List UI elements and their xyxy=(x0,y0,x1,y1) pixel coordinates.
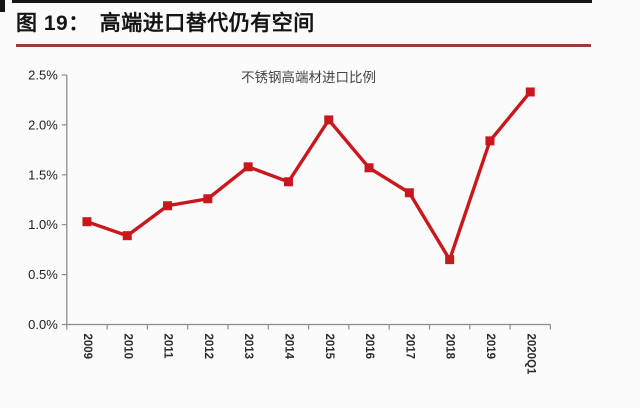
y-axis-tick-label: 0.0% xyxy=(28,317,58,332)
x-axis-category-label: 2019 xyxy=(484,334,496,360)
data-point-marker xyxy=(485,136,495,146)
chart-series xyxy=(82,87,535,265)
x-axis-category-label: 2012 xyxy=(202,334,214,360)
y-axis-tick-label: 2.5% xyxy=(28,68,58,83)
data-point-marker xyxy=(122,231,132,241)
data-point-marker xyxy=(243,162,253,172)
x-axis-category-label: 2010 xyxy=(121,334,133,360)
title-underline-rule xyxy=(16,44,591,47)
figure-title-text: 高端进口替代仍有空间 xyxy=(99,12,315,35)
y-axis-tick-label: 1.5% xyxy=(28,167,58,182)
y-axis-tick-label: 0.5% xyxy=(28,267,58,282)
data-point-marker xyxy=(525,87,535,97)
data-point-marker xyxy=(404,188,414,198)
x-axis-category-label: 2018 xyxy=(444,334,456,360)
data-point-marker xyxy=(324,115,334,125)
y-axis-tick-label: 2.0% xyxy=(28,117,58,132)
x-axis-category-label: 2009 xyxy=(81,334,93,360)
x-axis-category-label: 2011 xyxy=(162,334,174,360)
data-point-marker xyxy=(163,201,173,211)
y-axis-tick-label: 1.0% xyxy=(28,217,58,232)
x-axis-category-label: 2013 xyxy=(242,334,254,360)
figure-top-border xyxy=(12,0,592,3)
data-point-marker xyxy=(445,255,455,265)
chart-title: 不锈钢高端材进口比例 xyxy=(241,69,376,85)
data-point-marker xyxy=(283,177,293,187)
x-axis-category-label: 2017 xyxy=(403,334,415,360)
figure-number: 图 19： xyxy=(16,12,90,35)
x-axis-category-label: 2015 xyxy=(323,334,335,360)
x-axis-category-label: 2020Q1 xyxy=(524,334,536,376)
table-border-corner-mark xyxy=(0,0,5,12)
x-axis-category-label: 2016 xyxy=(363,334,375,360)
figure-title: 图 19： 高端进口替代仍有空间 xyxy=(16,7,315,37)
data-point-marker xyxy=(203,194,213,204)
chart-axis-labels: 0.0% 0.5% 1.0% 1.5% 2.0% 2.5% 2009 2010 2011 2012… xyxy=(28,68,536,376)
data-point-marker xyxy=(364,163,374,173)
series-line xyxy=(86,90,532,264)
x-axis-category-label: 2014 xyxy=(282,334,294,360)
chart-axes xyxy=(61,74,552,330)
data-point-marker xyxy=(82,217,92,227)
